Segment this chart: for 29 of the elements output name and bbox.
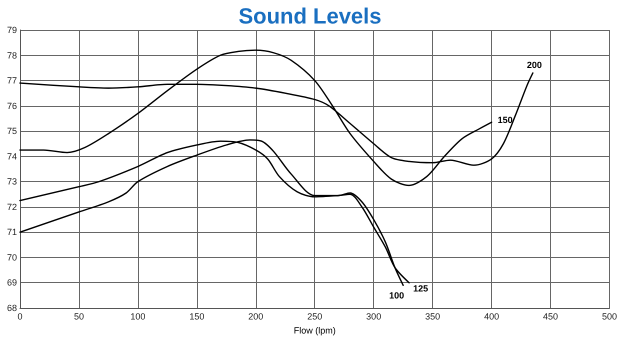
y-tick-label: 75 xyxy=(6,126,17,136)
y-tick-label: 76 xyxy=(6,100,17,111)
x-tick-label: 500 xyxy=(602,312,618,322)
y-tick-label: 74 xyxy=(6,151,17,162)
x-tick-label: 300 xyxy=(366,312,382,322)
x-axis-title: Flow (lpm) xyxy=(294,326,336,336)
x-tick-label: 0 xyxy=(17,312,23,322)
x-tick-label: 450 xyxy=(543,312,558,322)
y-tick-label: 69 xyxy=(6,278,17,288)
y-tick-label: 70 xyxy=(6,252,17,262)
y-tick-label: 71 xyxy=(6,227,17,238)
y-tick-label: 72 xyxy=(6,202,17,212)
series-label: 150 xyxy=(498,115,513,126)
x-tick-label: 150 xyxy=(189,312,204,322)
x-tick-label: 400 xyxy=(484,312,500,322)
x-tick-label: 350 xyxy=(425,312,440,322)
y-tick-label: 68 xyxy=(6,303,17,313)
x-tick-label: 50 xyxy=(74,312,84,322)
y-tick-label: 77 xyxy=(6,76,17,86)
series-label: 100 xyxy=(389,290,404,300)
series-label: 125 xyxy=(413,284,428,294)
x-tick-label: 250 xyxy=(307,312,322,322)
x-tick-label: 100 xyxy=(130,312,146,322)
chart-title: Sound Levels xyxy=(238,4,382,28)
x-tick-label: 200 xyxy=(248,312,264,322)
y-tick-label: 73 xyxy=(6,176,17,187)
series-label: 200 xyxy=(526,60,542,70)
y-tick-label: 78 xyxy=(6,50,17,60)
y-tick-label: 79 xyxy=(6,25,17,35)
